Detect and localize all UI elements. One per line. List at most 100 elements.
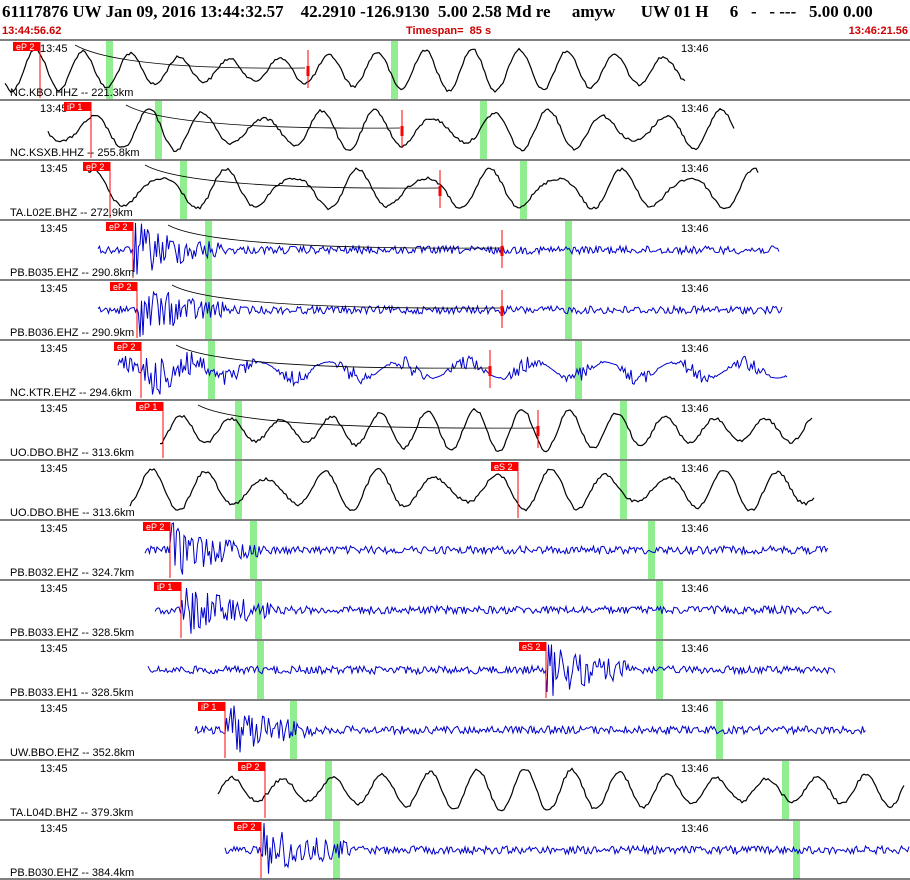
time-tick-right: 13:46 <box>681 103 709 115</box>
station-label: TA.L04D.BHZ -- 379.3km <box>10 807 133 819</box>
green-window <box>716 701 723 759</box>
time-tick-left: 13:45 <box>40 43 68 55</box>
waveform <box>154 587 832 634</box>
pick-flag[interactable] <box>13 42 40 51</box>
green-window <box>325 761 332 819</box>
pick-label: iP 1 <box>201 702 216 712</box>
pick-flag[interactable] <box>143 522 170 531</box>
pick-flag[interactable] <box>136 402 163 411</box>
green-window <box>255 581 262 639</box>
waveform <box>87 167 759 211</box>
green-window <box>205 281 212 339</box>
pick-flag[interactable] <box>83 162 110 171</box>
trace-panel[interactable]: 13:45 13:46 eP 2 PB.B036.EHZ -- 290.9km <box>0 279 910 339</box>
station-label: NC.KSXB.HHZ -- 255.8km <box>10 147 140 159</box>
trace-panel[interactable]: 13:45 13:46 iP 1 PB.B033.EHZ -- 328.5km <box>0 579 910 639</box>
trace-panel[interactable]: 13:45 13:46 iP 1 NC.KSXB.HHZ -- 255.8km <box>0 99 910 159</box>
time-tick-left: 13:45 <box>40 763 68 775</box>
pick-flag[interactable] <box>234 822 261 831</box>
time-tick-left: 13:45 <box>40 163 68 175</box>
pick-label: eP 2 <box>16 42 34 52</box>
trace-panel[interactable]: 13:45 13:46 eS 2 UO.DBO.BHE -- 313.6km <box>0 459 910 519</box>
pick-flag[interactable] <box>238 762 265 771</box>
coda-marker-bar <box>400 126 404 136</box>
trace-panel[interactable]: 13:45 13:46 eS 2 PB.B033.EH1 -- 328.5km <box>0 639 910 699</box>
pick-flag[interactable] <box>106 222 133 231</box>
time-tick-left: 13:45 <box>40 403 68 415</box>
trace-panel[interactable]: 13:45 13:46 eP 1 UO.DBO.BHZ -- 313.6km <box>0 399 910 459</box>
pick-flag[interactable] <box>198 702 225 711</box>
pick-label: eP 2 <box>237 822 255 832</box>
time-tick-left: 13:45 <box>40 343 68 355</box>
time-tick-right: 13:46 <box>681 823 709 835</box>
time-tick-right: 13:46 <box>681 463 709 475</box>
green-window <box>620 461 627 519</box>
waveform <box>147 644 836 696</box>
trace-panel[interactable]: 13:45 13:46 eP 2 PB.B035.EHZ -- 290.8km <box>0 219 910 279</box>
green-window <box>235 461 242 519</box>
pick-flag[interactable] <box>114 342 141 351</box>
coda-marker-bar <box>438 186 442 196</box>
time-tick-right: 13:46 <box>681 523 709 535</box>
pick-label: eP 2 <box>113 282 131 292</box>
coda-curve <box>125 104 401 129</box>
waveform <box>47 107 735 153</box>
time-tick-left: 13:45 <box>40 223 68 235</box>
pick-flag[interactable] <box>491 462 518 471</box>
pick-flag[interactable] <box>519 642 546 651</box>
pick-flag[interactable] <box>110 282 137 291</box>
green-window <box>155 101 162 159</box>
station-label: PB.B033.EHZ -- 328.5km <box>10 627 134 639</box>
coda-curve <box>74 44 306 69</box>
coda-marker-bar <box>488 366 492 376</box>
time-tick-right: 13:46 <box>681 283 709 295</box>
time-tick-right: 13:46 <box>681 163 709 175</box>
time-tick-left: 13:45 <box>40 823 68 835</box>
coda-curve <box>167 224 503 249</box>
station-label: PB.B035.EHZ -- 290.8km <box>10 267 134 279</box>
station-label: TA.L02E.BHZ -- 272.9km <box>10 207 133 219</box>
time-tick-right: 13:46 <box>681 763 709 775</box>
waveform <box>129 467 815 512</box>
trace-panel[interactable]: 13:45 13:46 eP 2 TA.L02E.BHZ -- 272.9km <box>0 159 910 219</box>
timespan-label: Timespan= 85 s <box>406 25 492 37</box>
green-window <box>620 401 627 459</box>
waveform <box>4 47 686 94</box>
pick-flag[interactable] <box>154 582 181 591</box>
trace-panel[interactable]: 13:45 13:46 eP 2 PB.B030.EHZ -- 384.4km <box>0 819 910 879</box>
seismogram-header: 61117876 UW Jan 09, 2016 13:44:32.57 42.… <box>0 0 910 40</box>
time-tick-right: 13:46 <box>681 403 709 415</box>
trace-panel[interactable]: 13:45 13:46 eP 2 NC.KTR.EHZ -- 294.6km <box>0 339 910 399</box>
station-label: NC.KBO.HHZ -- 221.3km <box>10 87 133 99</box>
end-time: 13:46:21.56 <box>848 25 908 37</box>
green-window <box>480 101 487 159</box>
trace-panel[interactable]: 13:45 13:46 eP 2 PB.B032.EHZ -- 324.7km <box>0 519 910 579</box>
station-label: PB.B033.EH1 -- 328.5km <box>10 687 134 699</box>
green-window <box>520 161 527 219</box>
pick-label: eS 2 <box>494 462 513 472</box>
pick-label: eP 2 <box>86 162 104 172</box>
trace-panel[interactable]: 13:45 13:46 iP 1 UW.BBO.EHZ -- 352.8km <box>0 699 910 759</box>
time-tick-left: 13:45 <box>40 523 68 535</box>
coda-marker-bar <box>536 426 540 436</box>
green-window <box>656 641 663 699</box>
waveform <box>97 290 783 337</box>
time-tick-left: 13:45 <box>40 103 68 115</box>
pick-flag[interactable] <box>64 102 91 111</box>
station-label: PB.B036.EHZ -- 290.9km <box>10 327 134 339</box>
trace-panel[interactable]: 13:45 13:46 eP 2 TA.L04D.BHZ -- 379.3km <box>0 759 910 819</box>
trace-panel[interactable]: 13:45 13:46 eP 2 NC.KBO.HHZ -- 221.3km <box>0 39 910 99</box>
time-tick-left: 13:45 <box>40 583 68 595</box>
coda-curve <box>171 284 503 309</box>
coda-marker-bar <box>306 66 310 76</box>
pick-label: iP 1 <box>67 102 82 112</box>
waveform <box>97 222 780 275</box>
green-window <box>782 761 789 819</box>
station-label: PB.B030.EHZ -- 384.4km <box>10 867 134 879</box>
time-tick-right: 13:46 <box>681 343 709 355</box>
coda-curve <box>144 164 441 189</box>
coda-marker-bar <box>500 246 504 256</box>
time-tick-right: 13:46 <box>681 223 709 235</box>
pick-label: eS 2 <box>522 642 541 652</box>
